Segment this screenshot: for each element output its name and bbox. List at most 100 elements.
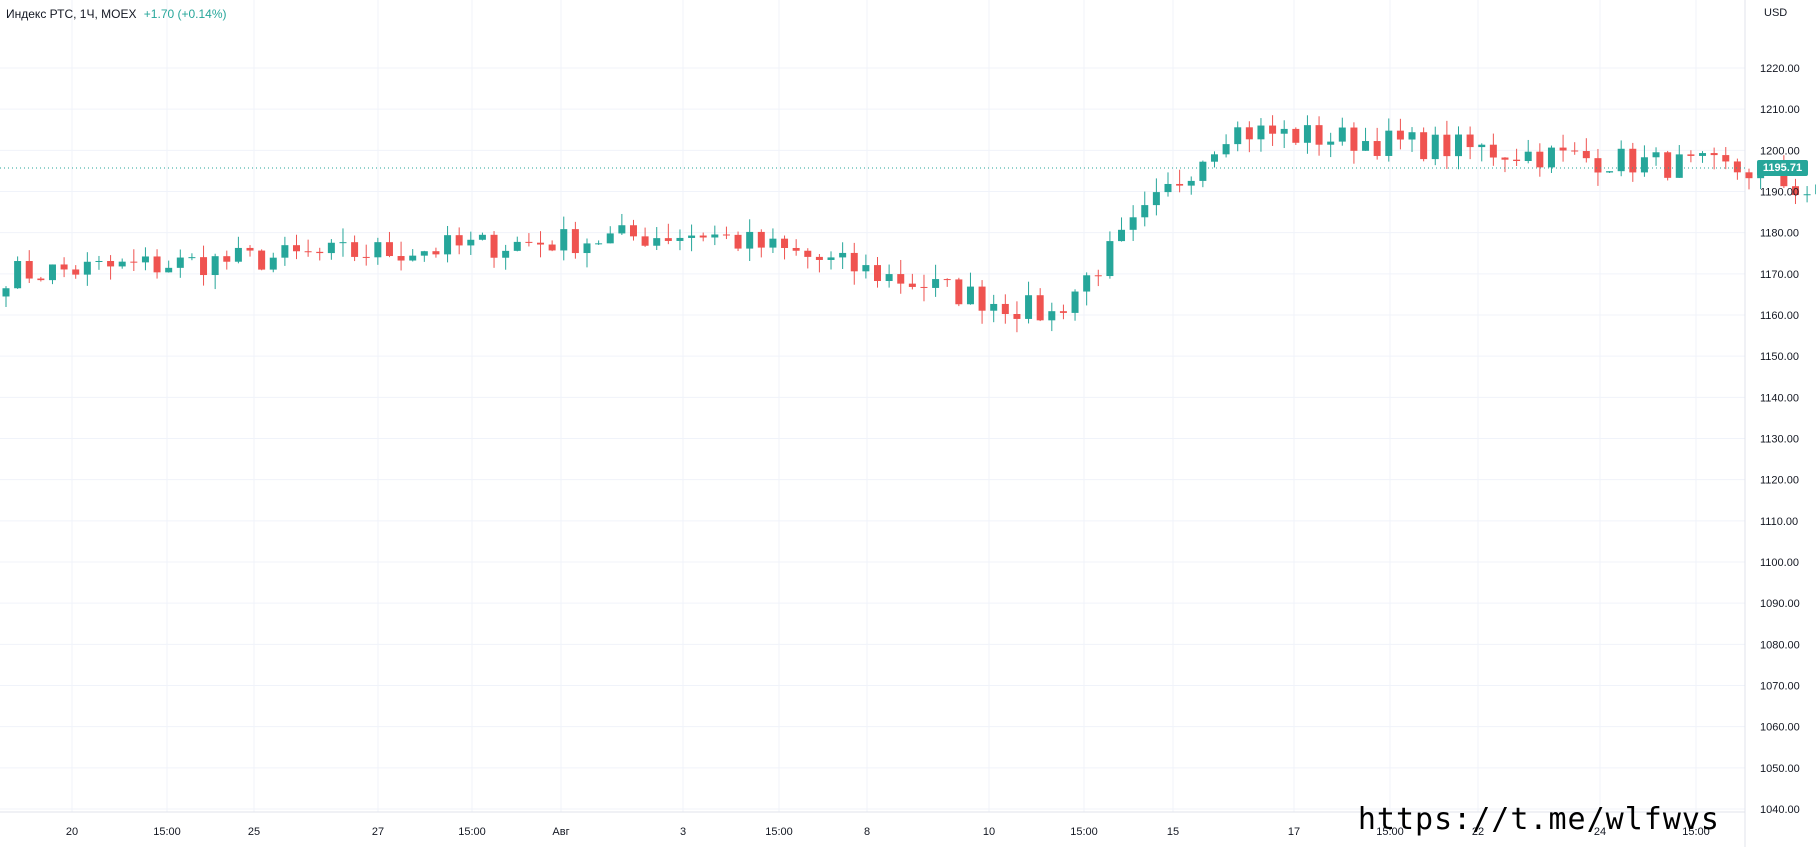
- candle-body: [1443, 134, 1451, 157]
- price-tick-label: 1130.00: [1760, 434, 1799, 446]
- candle-body: [1362, 141, 1370, 151]
- time-tick-label: 24: [1594, 826, 1606, 838]
- price-tick-label: 1190.00: [1760, 187, 1799, 199]
- candle-body: [2, 288, 10, 297]
- candle-body: [1048, 311, 1056, 321]
- candle-body: [1269, 125, 1277, 134]
- candle-body: [1327, 141, 1335, 145]
- candle-body: [48, 264, 56, 281]
- candle-body: [1536, 151, 1544, 168]
- candle-body: [746, 231, 754, 249]
- candle-body: [1652, 152, 1660, 158]
- candle-body: [897, 274, 905, 284]
- candle-body: [699, 235, 707, 238]
- candle-body: [327, 242, 335, 254]
- candle-body: [1501, 157, 1509, 160]
- candle-body: [1466, 134, 1474, 148]
- candle-body: [1385, 130, 1393, 156]
- candle-body: [1106, 241, 1114, 277]
- candle-body: [1338, 127, 1346, 142]
- candle-body: [1210, 154, 1218, 162]
- candle-body: [1791, 186, 1799, 196]
- candle-body: [258, 250, 266, 270]
- candle-body: [548, 244, 556, 251]
- candle-body: [269, 257, 277, 270]
- candle-body: [420, 251, 428, 256]
- candle-body: [734, 234, 742, 249]
- candle-body: [1594, 158, 1602, 173]
- candle-body: [525, 241, 533, 243]
- candle-body: [978, 286, 986, 311]
- time-tick-label: 10: [983, 826, 995, 838]
- candle-body: [606, 233, 614, 244]
- candle-body: [385, 242, 393, 257]
- candle-body: [1001, 303, 1009, 315]
- price-axis: 1040.00 1050.00 1060.00 1070.00 1080.00 1090.…: [1760, 63, 1800, 816]
- candle-body: [595, 243, 603, 245]
- time-axis: 20 15:00 25 27 15:00 Авг 3 15:00 8 10 15:00 15 17 15:…: [66, 826, 1710, 838]
- candle-body: [1803, 194, 1811, 196]
- time-tick-label: Авг: [552, 826, 569, 838]
- candle-body: [1420, 132, 1428, 160]
- candle-body: [804, 250, 812, 257]
- candle-body: [1547, 147, 1555, 168]
- price-tick-label: 1080.00: [1760, 639, 1800, 651]
- candle-body: [1257, 125, 1265, 140]
- candle-body: [1129, 217, 1137, 230]
- candle-body: [676, 237, 684, 241]
- price-tick-label: 1220.00: [1760, 63, 1800, 75]
- candle-body: [1094, 275, 1102, 277]
- candle-body: [1745, 172, 1753, 179]
- candle-body: [397, 256, 405, 261]
- candle-body: [351, 242, 359, 257]
- candle-body: [1036, 295, 1044, 321]
- time-tick-label: 25: [248, 826, 260, 838]
- candle-body: [1582, 151, 1590, 159]
- candle-body: [641, 236, 649, 246]
- candle-body: [1408, 132, 1416, 140]
- candle-body: [862, 265, 870, 272]
- candle-body: [827, 257, 835, 260]
- candle-body: [1373, 141, 1381, 156]
- candle-body: [618, 225, 626, 234]
- candle-body: [1176, 183, 1184, 186]
- candle-body: [72, 269, 80, 275]
- candle-body: [223, 256, 231, 262]
- candle-body: [1199, 161, 1207, 181]
- candle-body: [141, 256, 149, 263]
- candle-body: [943, 279, 951, 281]
- candle-body: [1571, 150, 1579, 152]
- candle-body: [455, 235, 463, 246]
- candle-body: [815, 256, 823, 260]
- candle-body: [955, 279, 963, 305]
- price-tick-label: 1070.00: [1760, 681, 1800, 693]
- candle-body: [1245, 127, 1253, 140]
- candle-body: [14, 261, 22, 289]
- candle-body: [839, 252, 847, 258]
- candle-body: [490, 234, 498, 258]
- candle-body: [1606, 171, 1614, 173]
- candle-body: [1431, 134, 1439, 160]
- candle-body: [990, 303, 998, 311]
- candle-body: [1164, 183, 1172, 193]
- candle-body: [1675, 154, 1683, 178]
- price-tick-label: 1110.00: [1760, 516, 1798, 528]
- candle-body: [478, 234, 486, 240]
- candle-body: [1303, 125, 1311, 143]
- price-tick-label: 1100.00: [1760, 557, 1799, 569]
- candle-body: [83, 261, 91, 275]
- price-tick-label: 1140.00: [1760, 392, 1799, 404]
- time-tick-label: 8: [864, 826, 870, 838]
- candle-body: [188, 257, 196, 259]
- candle-body: [25, 261, 33, 279]
- candle-body: [781, 238, 789, 248]
- price-tick-label: 1170.00: [1760, 269, 1799, 281]
- price-tick-label: 1200.00: [1760, 145, 1800, 157]
- time-tick-label: 15:00: [1070, 826, 1098, 838]
- currency-label: USD: [1764, 7, 1788, 19]
- candle-body: [304, 251, 312, 253]
- watermark-link: https://t.me/wlfwvs: [1357, 802, 1720, 837]
- candle-body: [118, 261, 126, 267]
- candle-body: [200, 257, 208, 276]
- candle-body: [560, 229, 568, 251]
